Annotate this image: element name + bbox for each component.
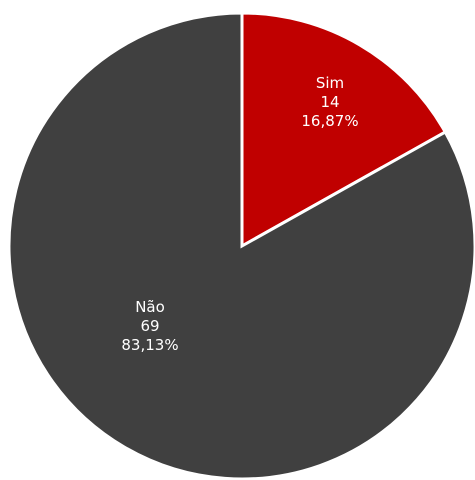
slice-label-value: 69 <box>140 317 159 335</box>
slice-label-name: Não <box>135 298 165 316</box>
slice-label-name: Sim <box>316 74 344 92</box>
slice-label-percent: 16,87% <box>301 112 358 130</box>
slice-label-value: 14 <box>320 93 339 111</box>
pie-slice-não <box>7 11 475 480</box>
pie-slices <box>7 11 475 480</box>
slice-label-percent: 83,13% <box>121 336 178 354</box>
pie-slice-sim <box>240 11 448 249</box>
